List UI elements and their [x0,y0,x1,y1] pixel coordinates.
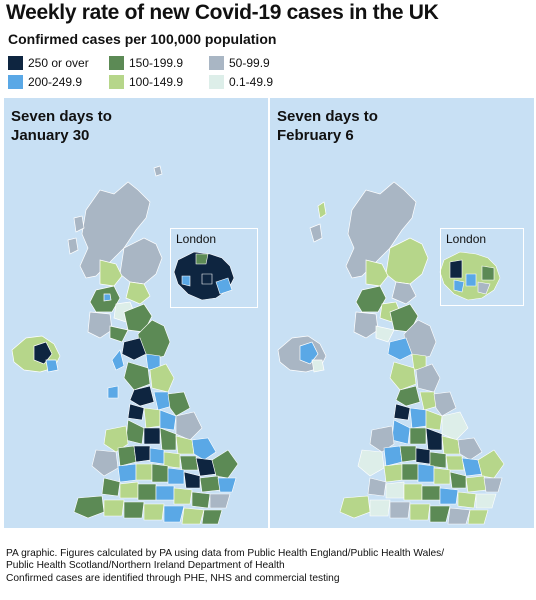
legend-item-0-49: 0.1-49.9 [209,74,273,90]
legend-item-50-99: 50-99.9 [209,55,270,71]
legend-title: Confirmed cases per 100,000 population [8,31,277,47]
uk-map-january-30 [11,165,239,525]
legend-label: 250 or over [28,56,89,70]
london-inset-frame [170,228,258,308]
map-title-line1: Seven days to [277,108,378,125]
map-title-line2: February 6 [277,127,354,144]
legend-label: 200-249.9 [28,75,83,89]
northern-ireland-regions [277,335,327,373]
map-title-line1: Seven days to [11,108,112,125]
london-inset-frame [440,228,524,306]
london-inset [173,251,235,301]
map-title: Seven days to January 30 [11,107,171,145]
legend-item-250-plus: 250 or over [8,55,89,71]
legend-label: 50-99.9 [229,56,270,70]
northern-ireland-regions [11,335,61,373]
legend-swatch [8,75,23,89]
england-regions [73,319,239,525]
legend: 250 or over 200-249.9 150-199.9 100-149.… [8,55,308,95]
legend-item-150-199: 150-199.9 [109,55,183,71]
legend-swatch [8,56,23,70]
legend-swatch [209,75,224,89]
legend-item-200-249: 200-249.9 [8,74,82,90]
source-footnote: PA graphic. Figures calculated by PA usi… [6,548,532,585]
footnote-line-2: Public Health Scotland/Northern Ireland … [6,560,285,572]
legend-swatch [109,75,124,89]
legend-swatch [209,56,224,70]
legend-label: 0.1-49.9 [229,75,274,89]
london-inset [439,251,501,301]
legend-swatch [109,56,124,70]
map-panel-january-30: Seven days to January 30 [4,98,268,528]
chart-title: Weekly rate of new Covid-19 cases in the… [6,1,439,24]
scotland-regions [67,165,163,343]
legend-label: 150-199.9 [129,56,184,70]
england-regions [339,319,505,525]
uk-map-february-6 [277,181,505,525]
legend-item-100-149: 100-149.9 [109,74,183,90]
map-panel-february-6: Seven days to February 6 [270,98,534,528]
map-title-line2: January 30 [11,127,90,144]
legend-label: 100-149.9 [129,75,184,89]
london-inset-label: London [176,232,217,246]
footnote-line-1: PA graphic. Figures calculated by PA usi… [6,548,445,559]
scotland-regions [309,181,429,343]
london-inset-label: London [446,232,487,246]
map-title: Seven days to February 6 [277,107,437,145]
footnote-line-3: Confirmed cases are identified through P… [6,572,340,584]
